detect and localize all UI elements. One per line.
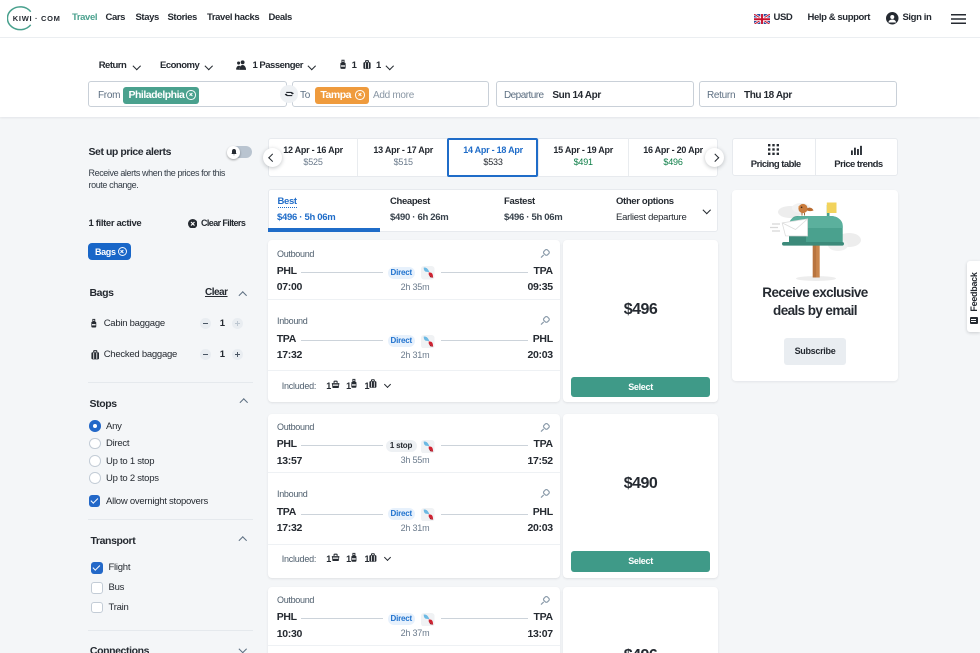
svg-text:KIWI: KIWI xyxy=(13,14,32,23)
svg-text:· COM: · COM xyxy=(35,14,61,23)
